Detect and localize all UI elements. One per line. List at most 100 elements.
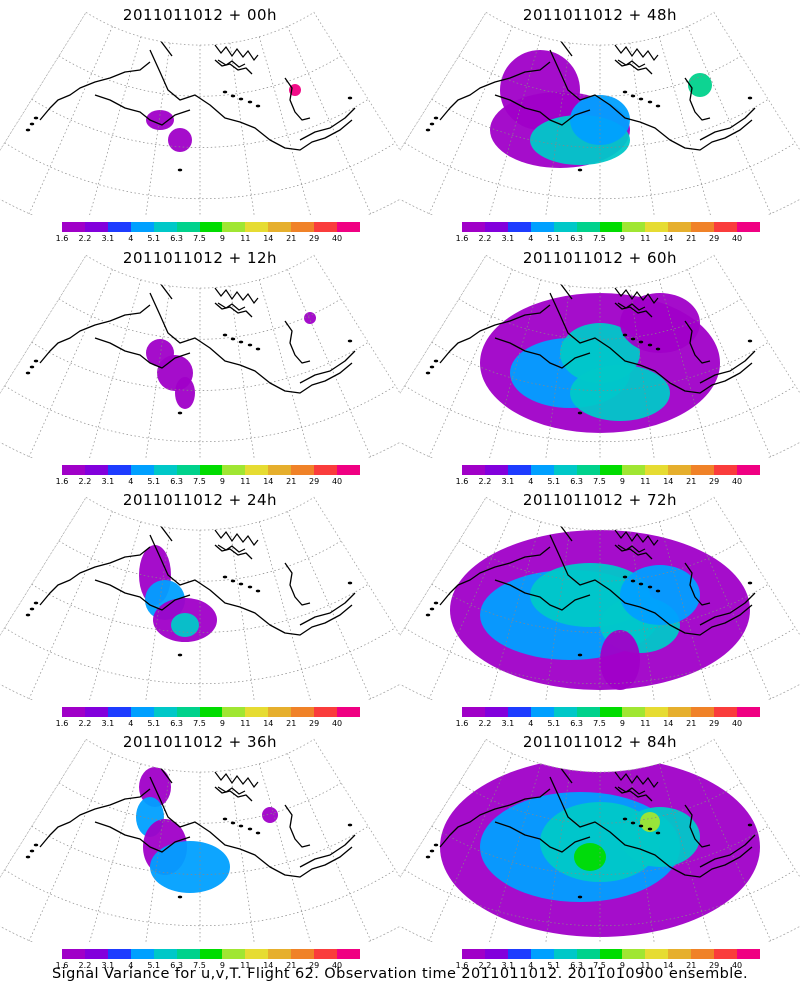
colorbar-swatch [645, 222, 669, 232]
island [177, 895, 183, 899]
island [647, 585, 653, 589]
colorbar-tick-label: 7.5 [193, 719, 206, 728]
colorbar-tick-label: 1.6 [55, 719, 69, 728]
meridian-line [0, 12, 87, 187]
colorbar-labels: 1.6 2.2 3.1 4 5.1 6.3 7.5 9 11 14 21 29 40 [456, 719, 760, 729]
latitude-line [400, 185, 800, 215]
island [425, 371, 431, 375]
colorbar-tick-label: 14 [263, 961, 274, 970]
colorbar-tick-label: 6.3 [170, 961, 183, 970]
latitude-line [58, 55, 342, 97]
variance-region [574, 843, 606, 871]
colorbar-swatch [622, 222, 646, 232]
coastline [699, 350, 756, 384]
colorbar-tick-label: 29 [309, 477, 320, 486]
meridian-line [713, 255, 800, 430]
island [647, 100, 653, 104]
colorbar-swatch [599, 222, 623, 232]
colorbar-swatch [507, 465, 531, 475]
island [630, 337, 636, 341]
colorbar-swatch [714, 949, 738, 959]
map-domain-border [400, 254, 800, 458]
island [29, 122, 35, 126]
island [577, 168, 583, 172]
variance-region [175, 377, 195, 409]
map-panel-p60: 2011011012 + 60h 1.6 2.2 3.1 4 5.1 6.3 7.5 9 11 14… [400, 243, 800, 486]
meridian-line [0, 497, 87, 672]
latitude-line [458, 55, 742, 97]
colorbar-tick-label: 21 [286, 477, 297, 486]
island [433, 843, 439, 847]
colorbar-swatch [291, 222, 315, 232]
colorbar-tick-label: 29 [709, 961, 720, 970]
map-domain-border [0, 11, 400, 215]
map-p24 [0, 496, 400, 700]
archipelago-coastline [214, 771, 259, 795]
island [630, 94, 636, 98]
latitude-line [58, 298, 342, 340]
variance-region [620, 293, 700, 353]
variance-region [304, 312, 316, 324]
colorbar-tick-label: 3.1 [101, 719, 115, 728]
colorbar-tick-label: 4 [128, 961, 134, 970]
colorbar-tick-label: 6.3 [170, 719, 183, 728]
colorbar-swatch [576, 949, 600, 959]
colorbar-tick-label: 5.1 [147, 477, 161, 486]
latitude-line [431, 825, 769, 875]
colorbar-tick-label: 40 [331, 719, 343, 728]
colorbar-tick-label: 40 [331, 477, 343, 486]
colorbar-tick-label: 9 [219, 234, 225, 243]
coastline [299, 350, 356, 384]
colorbar-swatch [507, 707, 531, 717]
island [622, 575, 628, 579]
colorbar-tick-label: 7.5 [193, 477, 206, 486]
island [638, 582, 644, 586]
colorbar-swatch [645, 707, 669, 717]
island [33, 601, 39, 605]
island [429, 607, 435, 611]
island [247, 827, 253, 831]
colorbar-swatch [268, 707, 292, 717]
colorbar-tick-label: 5.1 [547, 477, 561, 486]
colorbar-tick-label: 2.2 [78, 961, 92, 970]
coastline [39, 304, 151, 364]
meridian-line [0, 255, 87, 430]
colorbar-swatch [107, 707, 131, 717]
colorbar-tick-label: 2.2 [478, 961, 492, 970]
archipelago-coastline [214, 44, 259, 68]
coastline [214, 302, 253, 318]
panel-title: 2011011012 + 24h [122, 491, 278, 509]
colorbar-swatch [107, 465, 131, 475]
panel-title: 2011011012 + 12h [122, 249, 278, 267]
coastline [149, 776, 353, 878]
colorbar-tick-label: 9 [219, 477, 225, 486]
map-domain-border [0, 254, 400, 458]
coastline [549, 49, 753, 151]
variance-region [640, 812, 660, 832]
map-p36 [0, 738, 400, 942]
island [238, 340, 244, 344]
meridian-line [83, 763, 142, 942]
map-domain-border [0, 738, 400, 942]
colorbar-tick-label: 5.1 [547, 961, 561, 970]
colorbar-swatch [268, 465, 292, 475]
colorbar-labels: 1.6 2.2 3.1 4 5.1 6.3 7.5 9 11 14 21 29 40 [456, 234, 760, 244]
colorbar-swatch [62, 707, 85, 717]
colorbar-tick-label: 11 [240, 719, 251, 728]
map-p60 [400, 254, 800, 458]
colorbar-tick-label: 3.1 [501, 719, 515, 728]
island [647, 827, 653, 831]
meridian-line [258, 521, 317, 700]
island [29, 365, 35, 369]
coastline [614, 302, 653, 318]
figure-caption: Signal Variance for u,v,T. Flight 62. Ob… [52, 966, 748, 982]
colorbar-tick-label: 11 [240, 961, 251, 970]
latitude-line [31, 98, 369, 148]
colorbar-swatch [691, 222, 715, 232]
map-panel-p12: 2011011012 + 12h 1.6 2.2 3.1 4 5.1 6.3 7.5 9 11 14… [0, 243, 400, 486]
colorbar [462, 222, 760, 232]
colorbar-labels: 1.6 2.2 3.1 4 5.1 6.3 7.5 9 11 14 21 29 40 [56, 719, 360, 729]
meridian-line [713, 12, 800, 187]
colorbar-swatch [153, 707, 177, 717]
coastline [559, 282, 573, 300]
